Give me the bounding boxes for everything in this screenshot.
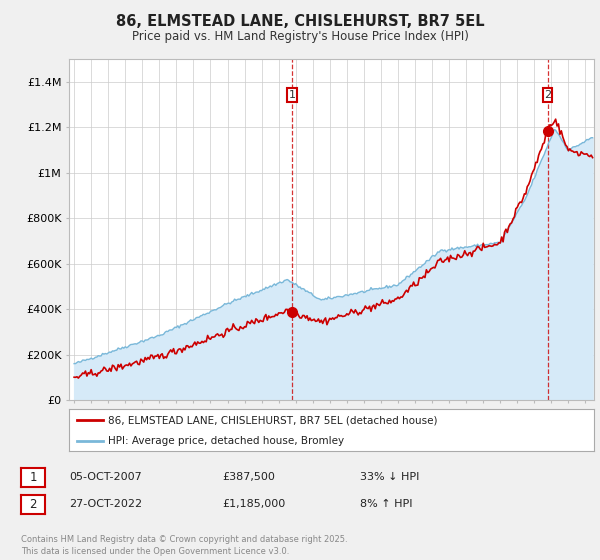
Text: 2: 2 (29, 498, 37, 511)
Text: 1: 1 (29, 471, 37, 484)
Text: HPI: Average price, detached house, Bromley: HPI: Average price, detached house, Brom… (109, 436, 344, 446)
FancyBboxPatch shape (543, 88, 553, 102)
Text: 27-OCT-2022: 27-OCT-2022 (69, 499, 142, 509)
Text: Contains HM Land Registry data © Crown copyright and database right 2025.
This d: Contains HM Land Registry data © Crown c… (21, 535, 347, 556)
Text: £387,500: £387,500 (222, 472, 275, 482)
Text: 05-OCT-2007: 05-OCT-2007 (69, 472, 142, 482)
Text: 1: 1 (289, 90, 296, 100)
Text: 86, ELMSTEAD LANE, CHISLEHURST, BR7 5EL: 86, ELMSTEAD LANE, CHISLEHURST, BR7 5EL (116, 14, 484, 29)
Text: 2: 2 (544, 90, 551, 100)
Text: 86, ELMSTEAD LANE, CHISLEHURST, BR7 5EL (detached house): 86, ELMSTEAD LANE, CHISLEHURST, BR7 5EL … (109, 415, 438, 425)
Text: Price paid vs. HM Land Registry's House Price Index (HPI): Price paid vs. HM Land Registry's House … (131, 30, 469, 43)
Text: 8% ↑ HPI: 8% ↑ HPI (360, 499, 413, 509)
FancyBboxPatch shape (287, 88, 297, 102)
Text: £1,185,000: £1,185,000 (222, 499, 285, 509)
Text: 33% ↓ HPI: 33% ↓ HPI (360, 472, 419, 482)
